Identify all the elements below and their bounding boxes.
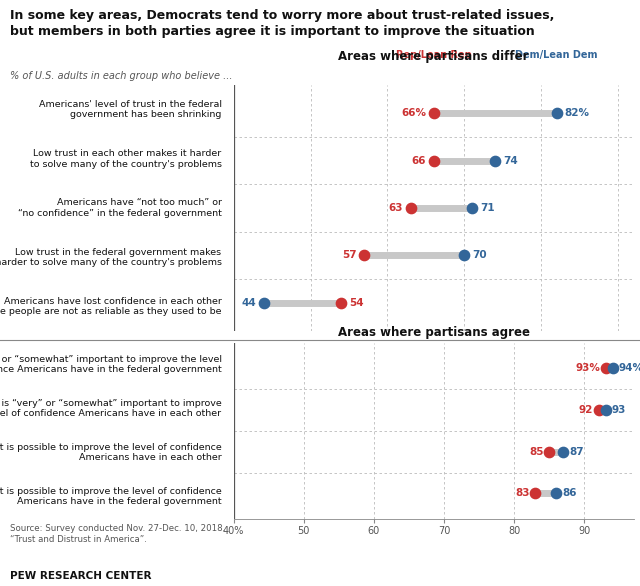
Point — [467, 203, 477, 213]
Text: % of U.S. adults in each group who believe ...: % of U.S. adults in each group who belie… — [10, 71, 232, 81]
Point — [600, 405, 611, 414]
Point — [551, 489, 561, 498]
Text: It is possible to improve the level of confidence
Americans have in each other: It is possible to improve the level of c… — [0, 443, 221, 462]
Text: 54: 54 — [349, 298, 364, 308]
Text: Low trust in each other makes it harder
to solve many of the country's problems: Low trust in each other makes it harder … — [29, 149, 221, 169]
Text: Americans have “not too much” or
“no confidence” in the federal government: Americans have “not too much” or “no con… — [18, 198, 221, 218]
Text: 83: 83 — [515, 489, 530, 499]
Text: 44: 44 — [242, 298, 257, 308]
Text: 85: 85 — [529, 447, 544, 456]
Text: 92: 92 — [579, 405, 593, 415]
Text: 82%: 82% — [564, 108, 589, 118]
Text: 70: 70 — [472, 250, 486, 260]
Point — [600, 363, 611, 373]
Text: 86: 86 — [562, 489, 577, 499]
Title: Areas where partisans agree: Areas where partisans agree — [338, 326, 530, 339]
Point — [428, 156, 438, 165]
Text: 94%: 94% — [618, 363, 640, 373]
Point — [428, 108, 438, 118]
Text: Low trust in the federal government makes
it harder to solve many of the country: Low trust in the federal government make… — [0, 247, 221, 267]
Text: 93: 93 — [611, 405, 625, 415]
Point — [336, 298, 346, 308]
Text: It is “very” or “somewhat” important to improve
the level of confidence American: It is “very” or “somewhat” important to … — [0, 399, 221, 418]
Text: 57: 57 — [342, 250, 356, 260]
Point — [490, 156, 500, 165]
Point — [558, 447, 568, 456]
Point — [552, 108, 562, 118]
Text: 74: 74 — [503, 156, 518, 166]
Text: It is possible to improve the level of confidence
Americans have in the federal : It is possible to improve the level of c… — [0, 487, 221, 506]
Text: 63: 63 — [388, 203, 403, 213]
Point — [460, 251, 470, 260]
Text: Rep/Lean Rep: Rep/Lean Rep — [396, 50, 472, 60]
Text: In some key areas, Democrats tend to worry more about trust-related issues,
but : In some key areas, Democrats tend to wor… — [10, 9, 554, 38]
Point — [607, 363, 618, 373]
Point — [359, 251, 369, 260]
Point — [544, 447, 554, 456]
Point — [530, 489, 540, 498]
Text: 71: 71 — [480, 203, 494, 213]
Text: 93%: 93% — [575, 363, 600, 373]
Text: Americans have lost confidence in each other
because people are not as reliable : Americans have lost confidence in each o… — [0, 297, 221, 316]
Text: It is “very” or “somewhat” important to improve the level
of confidence American: It is “very” or “somewhat” important to … — [0, 355, 221, 374]
Text: Dem/Lean Dem: Dem/Lean Dem — [515, 50, 598, 60]
Text: Americans' level of trust in the federal
government has been shrinking: Americans' level of trust in the federal… — [38, 100, 221, 120]
Title: Areas where partisans differ: Areas where partisans differ — [339, 50, 529, 63]
Point — [405, 203, 415, 213]
Text: Source: Survey conducted Nov. 27-Dec. 10, 2018.
“Trust and Distrust in America”.: Source: Survey conducted Nov. 27-Dec. 10… — [10, 524, 225, 544]
Text: 87: 87 — [569, 447, 584, 456]
Point — [259, 298, 269, 308]
Point — [593, 405, 604, 414]
Text: PEW RESEARCH CENTER: PEW RESEARCH CENTER — [10, 571, 151, 581]
Text: 66%: 66% — [401, 108, 426, 118]
Text: 66: 66 — [412, 156, 426, 166]
